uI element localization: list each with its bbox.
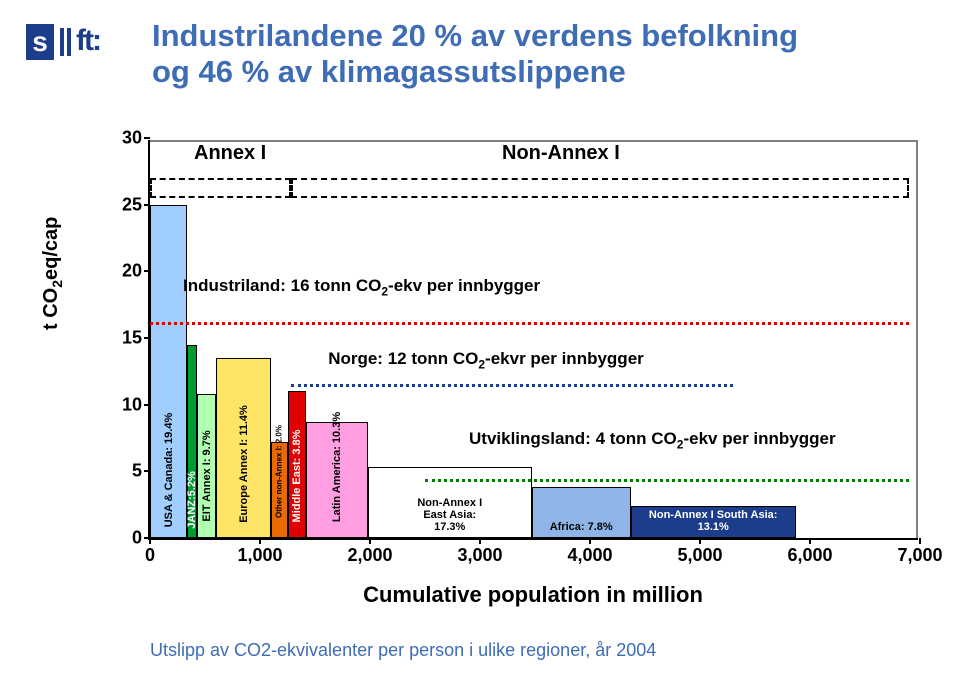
annotation-text: Utviklingsland: 4 tonn CO2-ekv per innby… — [469, 429, 836, 451]
group-label: Annex I — [194, 142, 266, 165]
y-tick: 5 — [112, 461, 142, 482]
sft-logo: s ft: — [26, 24, 126, 74]
x-tick: 2,000 — [347, 545, 392, 566]
bar-latin-america-10-3-: Latin America: 10.3% — [306, 422, 368, 538]
annotation-line — [150, 322, 909, 325]
bar-europe-annex-i-11-4-: Europe Annex I: 11.4% — [216, 358, 271, 538]
bar-middle-east-3-8-: Middle East: 3.8% — [288, 391, 307, 538]
bar-label: Latin America: 10.3% — [331, 412, 343, 522]
y-tick: 10 — [112, 394, 142, 415]
x-tick: 7,000 — [897, 545, 942, 566]
slide-title: Industrilandene 20 % av verdens befolkni… — [152, 18, 798, 89]
title-line-1: Industrilandene 20 % av verdens befolkni… — [152, 18, 798, 53]
group-label: Non-Annex I — [502, 142, 620, 165]
x-tick: 5,000 — [677, 545, 722, 566]
caption-text: Utslipp av CO2-ekvivalenter per person i… — [150, 640, 656, 661]
y-tick: 0 — [112, 528, 142, 549]
logo-ft: ft: — [76, 24, 100, 58]
x-tick: 6,000 — [787, 545, 832, 566]
bar-label: Africa: 7.8% — [533, 521, 630, 533]
bar-non-annex-i-east-asia-17-3-: Non-Annex IEast Asia:17.3% — [368, 467, 532, 538]
y-tick: 30 — [112, 128, 142, 149]
bar-label: Other non-Annex I: 2.0% — [275, 425, 284, 518]
x-tick: 3,000 — [457, 545, 502, 566]
x-tick: 0 — [145, 545, 155, 566]
bar-non-annex-i-south-asia-13-1-: Non-Annex I South Asia:13.1% — [631, 506, 796, 538]
bar-other-non-annex-i-2-0-: Other non-Annex I: 2.0% — [271, 442, 288, 538]
page-root: s ft: Industrilandene 20 % av verdens be… — [0, 0, 960, 679]
y-tick: 15 — [112, 328, 142, 349]
y-axis-label: t CO2eq/cap — [40, 217, 65, 330]
bar-label: Non-Annex IEast Asia:17.3% — [369, 497, 531, 533]
dashed-group-box — [291, 178, 909, 198]
annotation-line — [291, 384, 733, 387]
dashed-group-box — [150, 178, 291, 198]
annotation-text: Industriland: 16 tonn CO2-ekv per innbyg… — [183, 276, 540, 298]
x-tick: 4,000 — [567, 545, 612, 566]
annotation-line — [425, 479, 909, 482]
title-line-2: og 46 % av klimagassutslippene — [152, 54, 626, 89]
bar-janz-5-2-: JANZ:5.2% — [187, 345, 197, 538]
y-tick: 20 — [112, 261, 142, 282]
bar-label: Middle East: 3.8% — [291, 430, 303, 523]
bar-africa-7-8-: Africa: 7.8% — [532, 487, 631, 538]
chart-area: t CO2eq/cap 01,0002,0003,0004,0005,0006,… — [40, 130, 920, 600]
logo-s: s — [26, 24, 54, 60]
bar-label: Europe Annex I: 11.4% — [238, 405, 250, 523]
bar-usa-canada-19-4-: USA & Canada: 19.4% — [150, 205, 187, 538]
plot-region: 01,0002,0003,0004,0005,0006,0007,0000510… — [148, 140, 918, 540]
x-tick: 1,000 — [237, 545, 282, 566]
bar-label: EIT Annex I: 9.7% — [201, 430, 213, 521]
bar-eit-annex-i-9-7-: EIT Annex I: 9.7% — [197, 394, 216, 538]
logo-bars — [60, 28, 71, 56]
bar-label: Non-Annex I South Asia:13.1% — [632, 509, 795, 533]
bar-label: USA & Canada: 19.4% — [163, 413, 175, 528]
y-tick: 25 — [112, 194, 142, 215]
annotation-text: Norge: 12 tonn CO2-ekvr per innbygger — [328, 349, 644, 371]
x-axis-label: Cumulative population in million — [148, 582, 918, 608]
